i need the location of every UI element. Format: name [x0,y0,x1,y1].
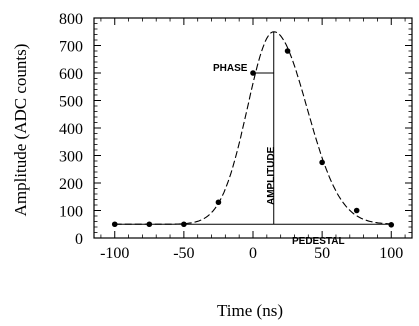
x-tick-label: -100 [100,245,129,262]
y-tick-label: 100 [59,204,83,221]
fit-curve-layer [114,31,392,225]
y-tick-label: 800 [59,11,83,28]
y-tick-label: 700 [59,39,83,56]
data-point [215,199,222,206]
data-point [250,70,256,76]
x-tick-label: -50 [173,245,194,262]
pedestal-label: PEDESTAL [292,236,345,247]
x-tick-label: 0 [249,245,257,262]
plot-frame [93,17,413,239]
data-point [353,207,360,214]
y-axis-label: Amplitude (ADC counts) [11,44,30,217]
y-tick-label: 500 [59,94,83,111]
plot-border [93,17,413,239]
data-point [284,48,291,54]
y-tick-label: 300 [59,149,83,166]
x-axis-label: Time (ns) [217,301,283,320]
axis-ticks [94,17,412,239]
tick-labels: -100 -50 0 50 100 0 100 200 300 400 500 600 700 800 [59,11,403,262]
data-point [111,221,118,228]
y-tick-label: 600 [59,66,83,83]
fit-curve [114,31,392,225]
x-tick-label: 100 [379,245,403,262]
data-point [388,222,395,228]
x-tick-label: 50 [314,245,330,262]
y-tick-label: 0 [75,231,83,248]
data-points [111,48,395,228]
phase-label: PHASE [213,63,248,74]
y-tick-label: 400 [59,121,83,138]
y-tick-label: 200 [59,176,83,193]
amplitude-label: AMPLITUDE [266,146,277,205]
annotation-lines [114,31,392,225]
data-point [146,221,153,228]
data-point [319,159,325,166]
data-point [181,221,187,228]
